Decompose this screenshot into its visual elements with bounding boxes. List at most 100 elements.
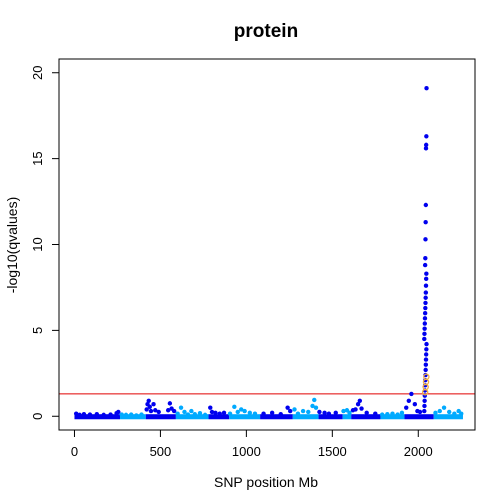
snp-point <box>341 408 346 414</box>
snp-point <box>424 341 429 347</box>
snp-point <box>87 412 93 417</box>
snp-point <box>151 402 156 407</box>
chromosome-baseline-band <box>342 414 352 420</box>
highlight-point <box>423 373 430 381</box>
snp-point <box>77 412 82 418</box>
snp-point <box>139 412 144 417</box>
snp-point <box>385 411 390 417</box>
snp-point <box>423 283 429 288</box>
snp-point <box>247 410 253 416</box>
snp-point <box>424 271 429 276</box>
y-tick-label: 0 <box>30 413 45 420</box>
snp-point <box>347 410 352 416</box>
y-axis: 0 5 10 15 20 <box>30 66 60 420</box>
snp-point <box>423 237 428 242</box>
snp-point <box>390 411 395 416</box>
snp-point <box>310 403 315 409</box>
snp-point <box>423 290 429 295</box>
x-tick-label: 0 <box>71 444 78 459</box>
snp-point <box>101 412 106 418</box>
plot-frame <box>58 58 476 431</box>
chromosome-baseline-band <box>74 414 121 420</box>
snp-point <box>171 408 177 414</box>
snp-point <box>423 367 428 373</box>
snp-point <box>379 412 385 417</box>
chromosome-baseline-band <box>229 414 261 420</box>
snp-point <box>422 331 427 337</box>
snp-point <box>333 410 338 416</box>
snp-point <box>269 410 275 416</box>
snp-point <box>208 405 213 410</box>
snp-point <box>153 408 158 413</box>
y-tick-label: 5 <box>30 327 45 334</box>
chromosome-baseline-band <box>175 414 209 420</box>
snp-point <box>317 409 322 415</box>
snp-point <box>359 406 364 411</box>
snp-point <box>422 311 428 316</box>
chromosome-baseline-band <box>433 414 463 420</box>
snp-point <box>197 410 203 416</box>
snp-point <box>423 300 428 306</box>
y-tick-label: 10 <box>30 237 45 251</box>
snp-point <box>165 408 171 413</box>
snp-point <box>278 411 283 417</box>
snp-point <box>422 403 427 409</box>
snp-point <box>119 412 124 417</box>
chromosome-baseline-band <box>351 414 381 420</box>
chromosome-baseline-band <box>318 414 343 420</box>
snp-point <box>326 411 332 416</box>
snp-point <box>422 321 428 326</box>
snp-point <box>252 411 258 416</box>
y-tick-label: 15 <box>30 151 45 165</box>
snp-point <box>146 398 151 404</box>
chromosome-baseline-band <box>292 414 319 420</box>
snp-point <box>312 397 317 403</box>
snp-point <box>423 146 429 151</box>
snp-point <box>189 408 194 414</box>
snp-point <box>147 404 152 410</box>
snp-point <box>81 411 87 417</box>
snp-point <box>409 391 414 397</box>
y-tick-label: 20 <box>30 66 45 80</box>
snp-point <box>239 407 244 412</box>
snp-point <box>417 409 423 415</box>
snp-point <box>422 398 427 404</box>
snp-point <box>261 411 266 416</box>
snp-point <box>148 408 154 414</box>
snp-point <box>424 347 429 352</box>
x-tick-label: 1000 <box>232 444 261 459</box>
snp-point <box>422 408 427 414</box>
snp-point <box>424 85 429 91</box>
snp-point <box>202 412 208 418</box>
snp-point <box>178 405 184 410</box>
x-tick-label: 1500 <box>318 444 347 459</box>
snp-point <box>285 405 290 410</box>
snp-point <box>73 411 79 416</box>
snp-point <box>175 411 180 416</box>
snp-point <box>423 202 429 208</box>
snp-point <box>213 410 218 416</box>
snp-point <box>422 326 427 331</box>
snp-point <box>144 407 149 412</box>
snp-point <box>437 408 442 414</box>
snp-point <box>300 408 306 414</box>
snp-point <box>221 410 227 416</box>
snp-point <box>412 402 418 407</box>
snp-point <box>423 362 429 367</box>
snp-point <box>134 413 139 418</box>
snp-point <box>423 256 428 261</box>
snp-point <box>433 410 438 416</box>
chromosome-baseline-band <box>145 414 176 420</box>
snp-point <box>128 412 134 417</box>
x-tick-label: 500 <box>150 444 172 459</box>
snp-point <box>292 407 297 412</box>
snp-point <box>355 402 361 407</box>
snp-point <box>423 357 429 362</box>
snp-point <box>423 276 429 282</box>
snp-point <box>423 142 429 148</box>
snp-point <box>182 409 187 415</box>
chromosome-baseline-band <box>208 414 230 420</box>
x-axis: 0 500 1000 1500 2000 <box>71 429 433 459</box>
snp-point <box>156 409 161 415</box>
